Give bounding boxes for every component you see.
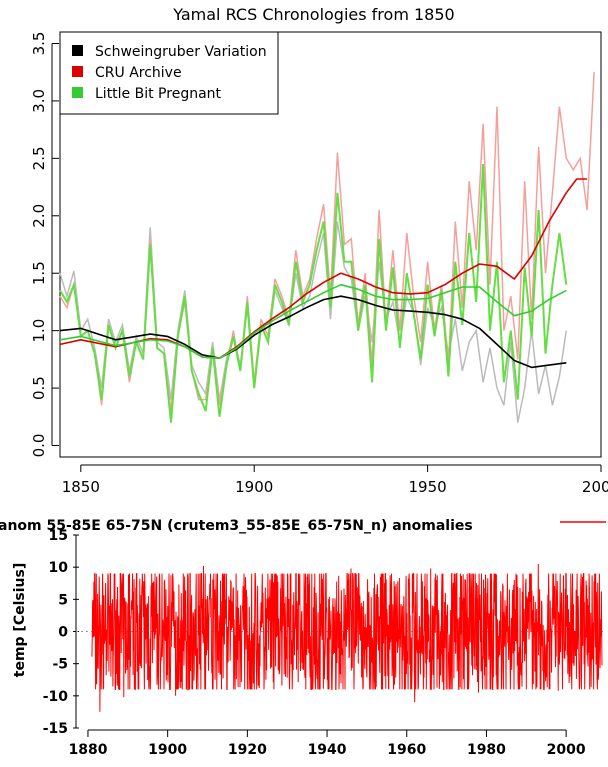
bottom-chart-y-axis-label: temp [Celsius] <box>12 563 28 677</box>
y-tick-label-0: 0.0 <box>30 434 48 458</box>
y-tick-label-3: 3.0 <box>30 89 48 113</box>
smooth-line-2 <box>59 283 567 360</box>
legend-box <box>59 31 279 115</box>
raw-line-2 <box>59 164 568 423</box>
bottom-x-tick-label-2000: 2000 <box>547 742 586 758</box>
bottom-y-tick-label--10: -10 <box>43 689 69 705</box>
bottom-y-tick-label-0: 0 <box>58 625 68 641</box>
bottom-x-tick-label-1900: 1900 <box>148 742 187 758</box>
smooth-line-0 <box>59 295 567 369</box>
bottom-x-tick-label-1940: 1940 <box>308 742 347 758</box>
legend-label-cru: CRU Archive <box>95 65 182 81</box>
y-tick-label-1: 1.0 <box>30 319 48 343</box>
legend-swatch-cru <box>72 66 83 77</box>
x-tick-label-2000: 2000 <box>582 478 608 496</box>
top-chart-smoothed-series <box>59 178 588 369</box>
x-tick-label-1900: 1900 <box>235 478 273 496</box>
top-chart-title: Yamal RCS Chronologies from 1850 <box>172 5 454 24</box>
legend-label-schweingruber: Schweingruber Variation <box>95 44 267 60</box>
top-chart-legend: Schweingruber Variation CRU Archive Litt… <box>59 31 279 115</box>
y-tick-label-1.5: 1.5 <box>30 261 48 285</box>
bottom-y-tick-label--15: -15 <box>43 721 68 737</box>
bottom-y-tick-label-10: 10 <box>49 560 69 576</box>
y-tick-label-2.5: 2.5 <box>30 146 48 170</box>
top-chart-axes: 1850 1900 1950 2000 0.0 0.5 1.0 1.5 2.0 2.5 3.0 3.5 <box>30 32 608 496</box>
bottom-x-tick-label-1960: 1960 <box>387 742 426 758</box>
legend-label-little-bit-pregnant: Little Bit Pregnant <box>95 86 222 102</box>
raw-line-tail-1 <box>586 72 595 211</box>
y-tick-label-0.5: 0.5 <box>30 376 48 400</box>
bottom-x-tick-label-1980: 1980 <box>467 742 506 758</box>
x-tick-label-1850: 1850 <box>62 478 100 496</box>
legend-swatch-little-bit-pregnant <box>72 87 83 98</box>
bottom-chart: anom 55-85E 65-75N (crutem3_55-85E_65-75… <box>0 518 606 758</box>
bottom-y-tick-label-5: 5 <box>58 592 68 608</box>
bottom-y-tick-label--5: -5 <box>52 657 68 673</box>
y-tick-label-2: 2.0 <box>30 204 48 228</box>
bottom-chart-axes: -15 -10 -5 0 5 10 15 1880 1900 1920 1940 1960 1980 20… <box>43 528 586 758</box>
top-chart: Yamal RCS Chronologies from 1850 1850 190… <box>30 5 608 496</box>
bottom-chart-anomaly-line <box>91 563 603 712</box>
legend-swatch-schweingruber <box>72 45 83 56</box>
bottom-chart-legend-label: anom 55-85E 65-75N (crutem3_55-85E_65-75… <box>0 518 473 534</box>
y-tick-label-3.5: 3.5 <box>30 32 48 56</box>
bottom-x-tick-label-1880: 1880 <box>68 742 107 758</box>
top-chart-plot-frame <box>59 31 602 458</box>
bottom-y-tick-label-15: 15 <box>49 528 68 544</box>
top-chart-raw-series <box>59 72 595 423</box>
bottom-x-tick-label-1920: 1920 <box>228 742 267 758</box>
x-tick-label-1950: 1950 <box>409 478 447 496</box>
